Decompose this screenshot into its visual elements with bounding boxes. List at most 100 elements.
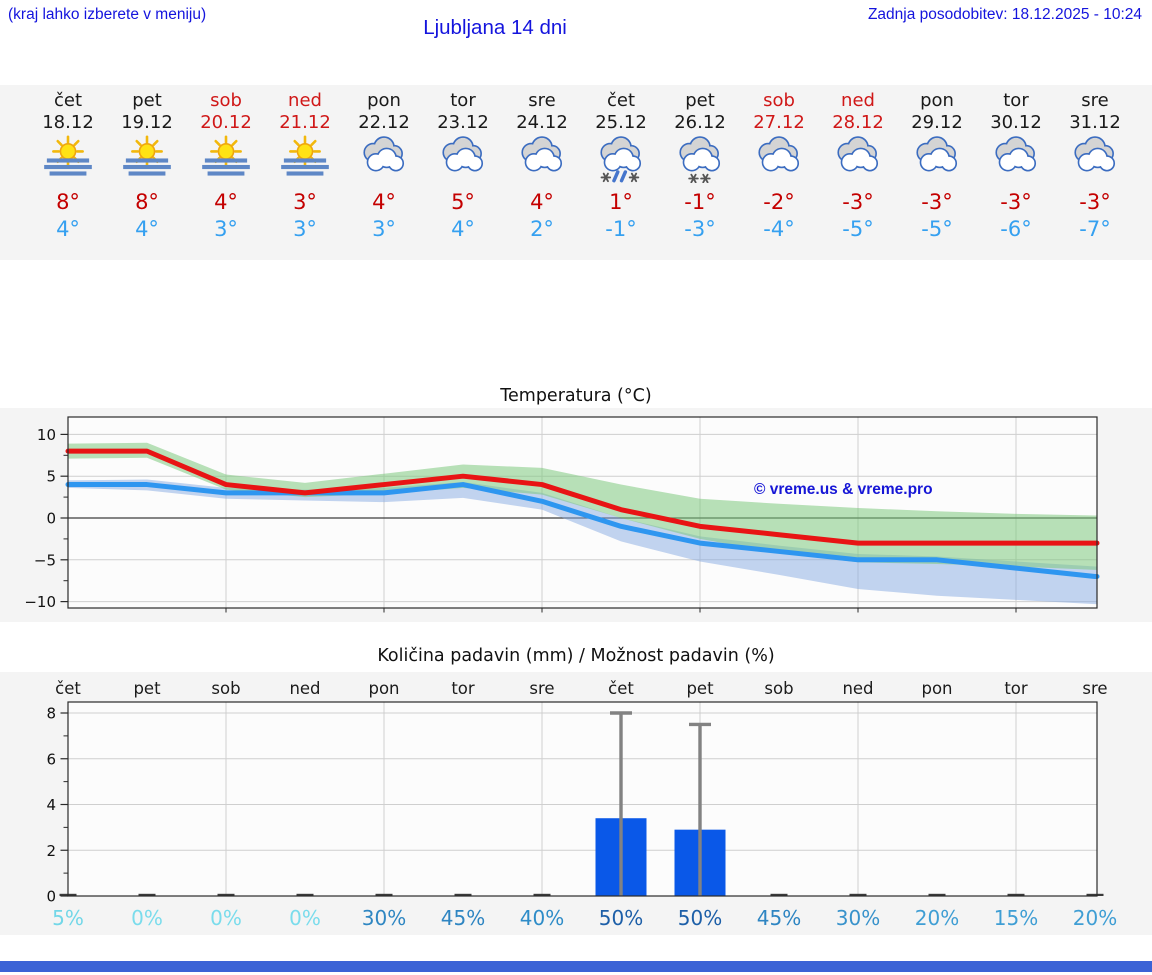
day-date: 20.12 (200, 112, 252, 133)
precipitation-chart: čet pet sob ned pon tor sre čet pet sob ned pon tor s… (0, 672, 1152, 935)
precip-day-label: pet (133, 679, 161, 698)
max-temperature: -3° (842, 190, 874, 214)
day-date: 29.12 (911, 112, 963, 133)
day-column-28.12[interactable]: ned 28.12 -3° -5° (819, 85, 898, 260)
sleet-icon (582, 135, 661, 187)
min-temperature: -7° (1079, 217, 1111, 241)
day-name: sob (210, 90, 242, 111)
temp-chart-title: Temperatura (°C) (500, 386, 652, 406)
day-name: pon (920, 90, 954, 111)
cloudy-icon (819, 135, 898, 187)
min-temperature: -4° (763, 217, 795, 241)
day-name: pet (132, 90, 162, 111)
day-name: pon (367, 90, 401, 111)
day-name: sre (1081, 90, 1109, 111)
precip-probability: 30% (362, 906, 406, 930)
svg-text:−5: −5 (34, 551, 56, 569)
min-temperature: -3° (684, 217, 716, 241)
cloudy-icon (503, 135, 582, 187)
cloudy-icon (740, 135, 819, 187)
min-temperature: -1° (605, 217, 637, 241)
sun-fog-icon (108, 135, 187, 187)
precip-chart-title: Količina padavin (mm) / Možnost padavin … (377, 646, 775, 666)
precip-day-label: pon (921, 679, 952, 698)
day-date: 19.12 (121, 112, 173, 133)
day-column-21.12[interactable]: ned 21.12 3° 3° (266, 85, 345, 260)
day-column-20.12[interactable]: sob 20.12 4° 3° (187, 85, 266, 260)
min-temperature: 3° (293, 217, 317, 241)
precip-day-label: čet (608, 679, 634, 698)
day-date: 30.12 (990, 112, 1042, 133)
day-column-18.12[interactable]: čet 18.12 8° 4° (29, 85, 108, 260)
temperature-chart: −10 −5 0 5 10 © vreme.us & vreme.pro (0, 408, 1152, 622)
sun-fog-icon (266, 135, 345, 187)
svg-text:5: 5 (46, 468, 56, 486)
precip-day-label: ned (842, 679, 873, 698)
cloudy-icon (345, 135, 424, 187)
svg-text:4: 4 (46, 796, 56, 814)
precip-probability: 45% (441, 906, 485, 930)
cloudy-icon (424, 135, 503, 187)
day-date: 21.12 (279, 112, 331, 133)
sun-fog-icon (29, 135, 108, 187)
precip-probability: 50% (599, 906, 643, 930)
precip-probability: 0% (131, 906, 163, 930)
forecast-strip: čet 18.12 8° 4° pet 19.12 8° 4° sob 20.12 4° 3° ned 2… (0, 85, 1152, 260)
day-column-23.12[interactable]: tor 23.12 5° 4° (424, 85, 503, 260)
min-temperature: 3° (372, 217, 396, 241)
max-temperature: 1° (609, 190, 633, 214)
sun-fog-icon (187, 135, 266, 187)
day-column-24.12[interactable]: sre 24.12 4° 2° (503, 85, 582, 260)
day-date: 22.12 (358, 112, 410, 133)
precip-probability: 0% (289, 906, 321, 930)
max-temperature: 8° (135, 190, 159, 214)
precip-probability: 15% (994, 906, 1038, 930)
page-title: Ljubljana 14 dni (423, 16, 567, 39)
day-column-30.12[interactable]: tor 30.12 -3° -6° (977, 85, 1056, 260)
day-name: ned (841, 90, 875, 111)
day-date: 24.12 (516, 112, 568, 133)
day-name: ned (288, 90, 322, 111)
day-date: 28.12 (832, 112, 884, 133)
day-date: 18.12 (42, 112, 94, 133)
day-name: sob (763, 90, 795, 111)
max-temperature: 3° (293, 190, 317, 214)
max-temperature: 4° (372, 190, 396, 214)
last-update-text: Zadnja posodobitev: 18.12.2025 - 10:24 (867, 6, 1142, 23)
precip-probability: 50% (678, 906, 722, 930)
min-temperature: -6° (1000, 217, 1032, 241)
day-column-31.12[interactable]: sre 31.12 -3° -7° (1056, 85, 1135, 260)
day-column-25.12[interactable]: čet 25.12 1° -1° (582, 85, 661, 260)
precip-probability: 30% (836, 906, 880, 930)
max-temperature: -2° (763, 190, 795, 214)
precip-probability: 40% (520, 906, 564, 930)
day-name: tor (450, 90, 476, 111)
watermark: © vreme.us & vreme.pro (754, 481, 933, 498)
day-date: 26.12 (674, 112, 726, 133)
svg-text:−10: −10 (24, 593, 56, 611)
day-column-22.12[interactable]: pon 22.12 4° 3° (345, 85, 424, 260)
max-temperature: 8° (56, 190, 80, 214)
day-column-26.12[interactable]: pet 26.12 -1° -3° (661, 85, 740, 260)
day-column-19.12[interactable]: pet 19.12 8° 4° (108, 85, 187, 260)
menu-hint: (kraj lahko izberete v meniju) (8, 6, 207, 23)
precip-day-label: tor (1004, 679, 1028, 698)
min-temperature: -5° (842, 217, 874, 241)
svg-text:0: 0 (46, 510, 56, 528)
min-temperature: 3° (214, 217, 238, 241)
max-temperature: 4° (214, 190, 238, 214)
cloudy-icon (977, 135, 1056, 187)
precip-day-label: sre (529, 679, 554, 698)
max-temperature: -3° (921, 190, 953, 214)
day-date: 27.12 (753, 112, 805, 133)
svg-text:6: 6 (46, 750, 56, 768)
min-temperature: 4° (56, 217, 80, 241)
day-column-27.12[interactable]: sob 27.12 -2° -4° (740, 85, 819, 260)
day-column-29.12[interactable]: pon 29.12 -3° -5° (898, 85, 977, 260)
snow-icon (661, 135, 740, 187)
precip-day-label: čet (55, 679, 81, 698)
svg-text:8: 8 (46, 705, 56, 723)
day-date: 31.12 (1069, 112, 1121, 133)
day-name: sre (528, 90, 556, 111)
